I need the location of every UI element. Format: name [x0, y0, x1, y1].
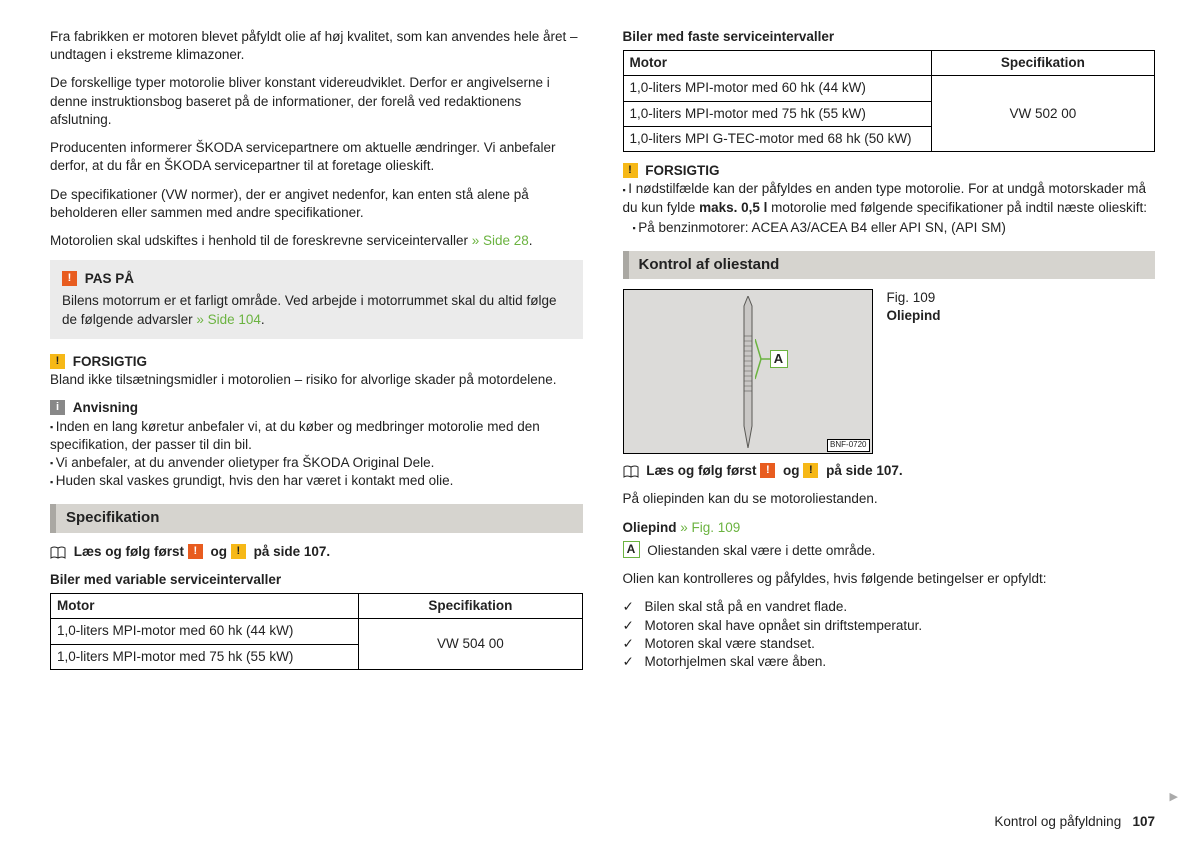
table-cell: 1,0-liters MPI-motor med 75 hk (55 kW)	[51, 644, 359, 669]
info-icon: i	[50, 400, 65, 415]
section-heading: Specifikation	[50, 504, 583, 532]
caution-title: FORSIGTIG	[645, 163, 719, 178]
table-cell: VW 504 00	[359, 619, 582, 669]
read-follow-line: Læs og følg først ! og ! på side 107.	[623, 462, 1156, 480]
caution-title: FORSIGTIG	[73, 354, 147, 369]
caution-list: I nødstilfælde kan der påfyldes en anden…	[623, 180, 1156, 237]
list-item: Inden en lang køretur anbefaler vi, at d…	[50, 418, 583, 454]
warning-callout: ! PAS PÅ Bilens motorrum er et farligt o…	[50, 260, 583, 339]
table-cell: 1,0-liters MPI G-TEC-motor med 68 hk (50…	[623, 126, 931, 151]
book-icon	[50, 546, 66, 559]
conditions-intro: Olien kan kontrolleres og påfyldes, hvis…	[623, 570, 1156, 588]
table-caption: Biler med faste serviceintervaller	[623, 28, 1156, 46]
read-follow-line: Læs og følg først ! og ! på side 107.	[50, 543, 583, 561]
list-item: Bilen skal stå på en vandret flade.	[637, 598, 1156, 616]
list-item: Motorhjelmen skal være åben.	[637, 653, 1156, 671]
caution-icon: !	[803, 463, 818, 478]
section-heading: Kontrol af oliestand	[623, 251, 1156, 279]
table-cell: 1,0-liters MPI-motor med 60 hk (44 kW)	[623, 76, 931, 101]
table-cell: 1,0-liters MPI-motor med 60 hk (44 kW)	[51, 619, 359, 644]
warning-icon: !	[188, 544, 203, 559]
table-caption: Biler med variable serviceintervaller	[50, 571, 583, 589]
page-link[interactable]: » Side 104	[196, 312, 261, 327]
table-cell: 1,0-liters MPI-motor med 75 hk (55 kW)	[623, 101, 931, 126]
page-number: 107	[1132, 814, 1155, 829]
caution-body: Bland ikke tilsætningsmidler i motorolie…	[50, 371, 583, 389]
table-cell: VW 502 00	[931, 76, 1154, 152]
list-item: Huden skal vaskes grundigt, hvis den har…	[50, 472, 583, 490]
dipstick-icon	[740, 296, 756, 448]
table-header: Motor	[623, 51, 931, 76]
list-item: Vi anbefaler, at du anvender olietyper f…	[50, 454, 583, 472]
caution-icon: !	[50, 354, 65, 369]
label-A-line: A Oliestanden skal være i dette område.	[623, 541, 1156, 560]
list-item: På benzinmotorer: ACEA A3/ACEA B4 eller …	[633, 219, 1156, 237]
list-item: Motoren skal være standset.	[637, 635, 1156, 653]
table-header: Motor	[51, 594, 359, 619]
paragraph: De forskellige typer motorolie bliver ko…	[50, 74, 583, 129]
left-column: Fra fabrikken er motoren blevet påfyldt …	[50, 28, 583, 680]
figure-ref: BNF-0720	[827, 439, 869, 452]
figure-label-A: A	[770, 350, 788, 368]
callout-title: PAS PÅ	[85, 271, 134, 286]
page-link[interactable]: » Side 28	[472, 233, 529, 248]
warning-icon: !	[760, 463, 775, 478]
paragraph: Fra fabrikken er motoren blevet påfyldt …	[50, 28, 583, 64]
paragraph: På oliepinden kan du se motoroliestanden…	[623, 490, 1156, 508]
paragraph: Oliepind » Fig. 109	[623, 519, 1156, 537]
info-title: Anvisning	[73, 400, 138, 415]
inline-label-A: A	[623, 541, 640, 558]
list-item: Motoren skal have opnået sin driftstempe…	[637, 617, 1156, 635]
table-header: Specifikation	[359, 594, 582, 619]
book-icon	[623, 465, 639, 478]
list-item: I nødstilfælde kan der påfyldes en anden…	[623, 180, 1156, 237]
table-header: Specifikation	[931, 51, 1154, 76]
figure-box: A BNF-0720	[623, 289, 873, 454]
conditions-list: Bilen skal stå på en vandret flade. Moto…	[623, 598, 1156, 671]
warning-icon: !	[62, 271, 77, 286]
figure-link[interactable]: » Fig. 109	[677, 520, 741, 535]
info-list: Inden en lang køretur anbefaler vi, at d…	[50, 418, 583, 491]
continue-arrow-icon: ▶	[1170, 790, 1178, 805]
figure-caption: Fig. 109 Oliepind	[887, 289, 941, 454]
spec-table-variable: Motor Specifikation 1,0-liters MPI-motor…	[50, 593, 583, 670]
paragraph: Motorolien skal udskiftes i henhold til …	[50, 232, 583, 250]
spec-table-fixed: Motor Specifikation 1,0-liters MPI-motor…	[623, 50, 1156, 152]
page-footer: Kontrol og påfyldning 107	[994, 813, 1155, 831]
right-column: Biler med faste serviceintervaller Motor…	[623, 28, 1156, 680]
caution-icon: !	[623, 163, 638, 178]
caution-icon: !	[231, 544, 246, 559]
paragraph: Producenten informerer ŠKODA servicepart…	[50, 139, 583, 175]
figure-109: A BNF-0720 Fig. 109 Oliepind	[623, 289, 1156, 454]
paragraph: De specifikationer (VW normer), der er a…	[50, 186, 583, 222]
